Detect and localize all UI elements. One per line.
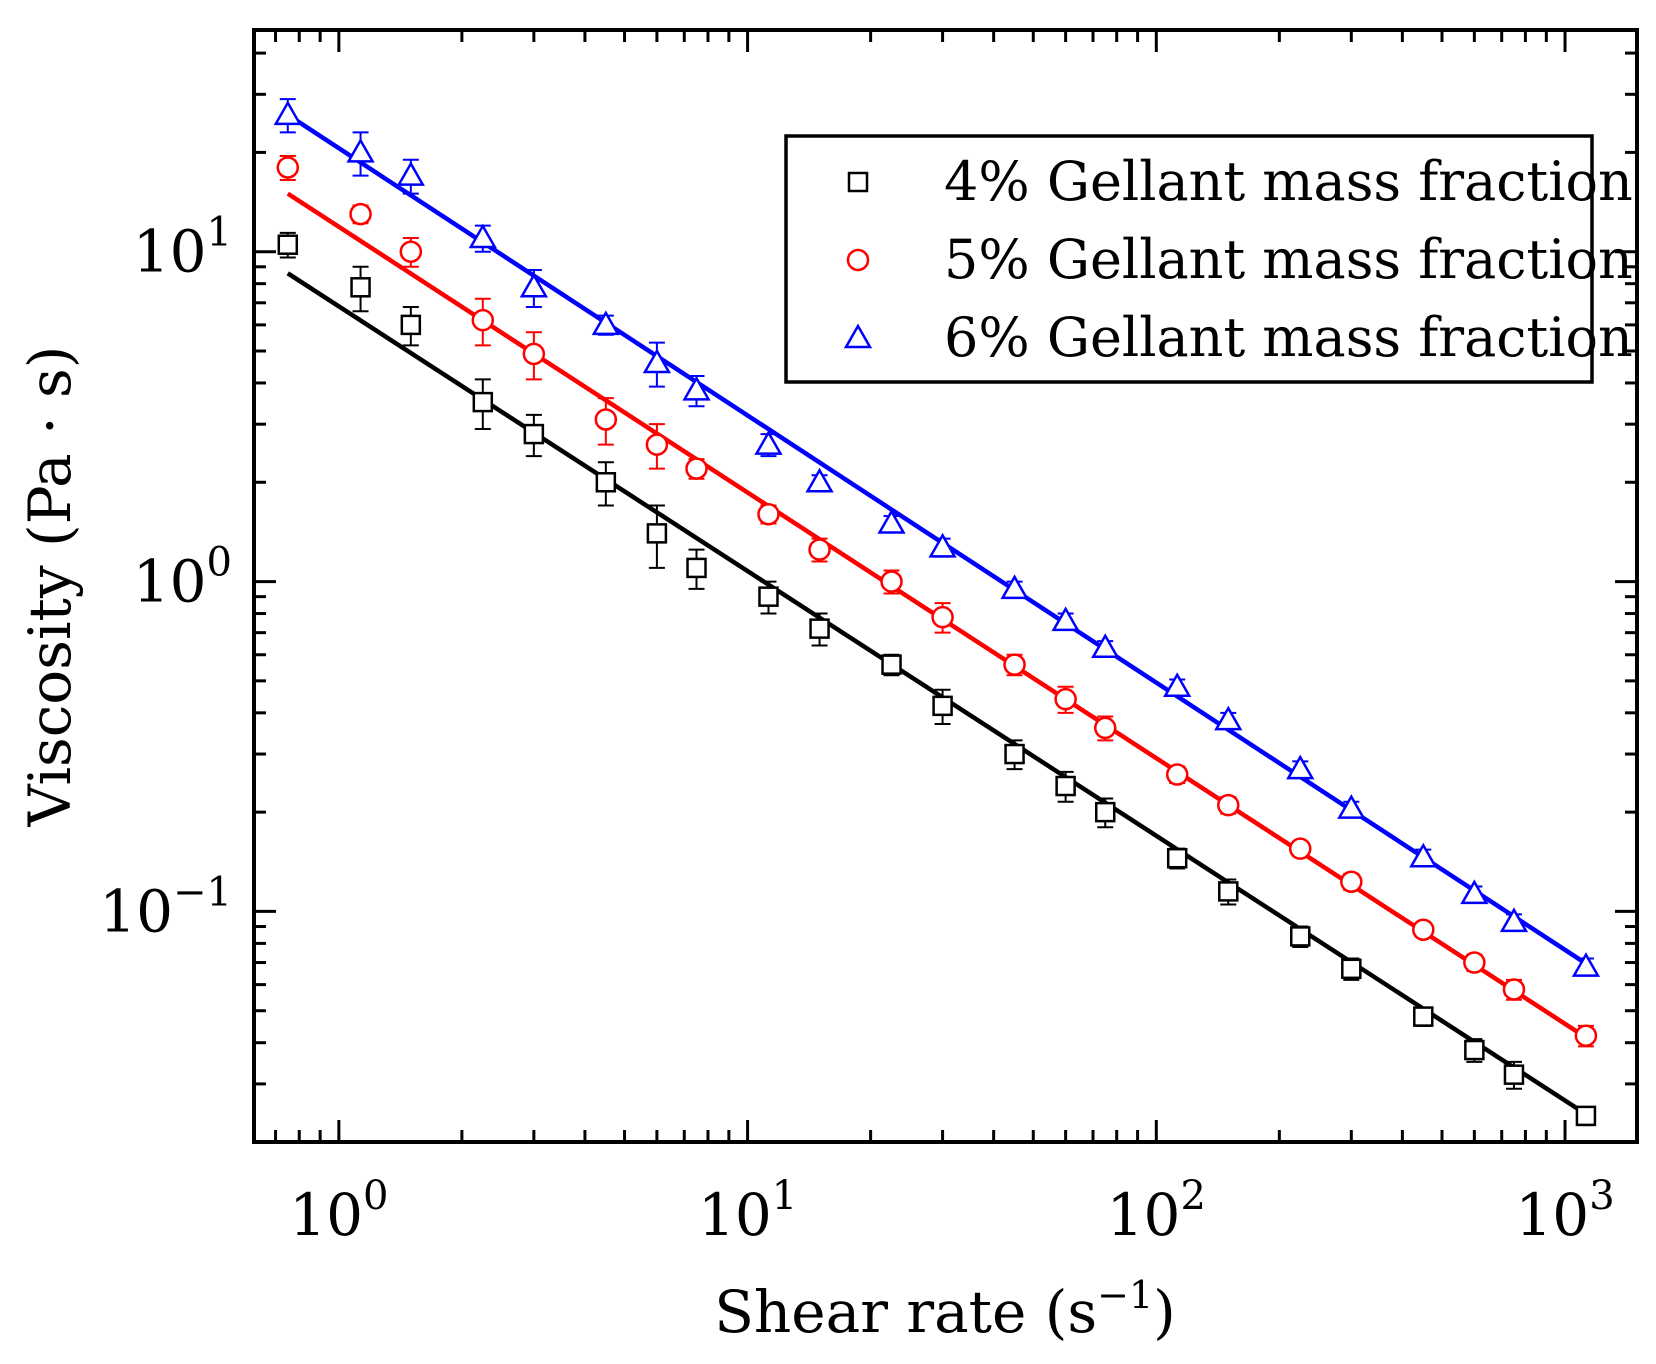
- legend-box: [784, 134, 1594, 384]
- data-point: [519, 272, 549, 298]
- data-point: [1409, 842, 1438, 868]
- data-point: [1499, 907, 1529, 933]
- x-tick-label: 102: [1107, 1173, 1206, 1249]
- data-point: [1341, 958, 1362, 980]
- data-point: [1094, 801, 1116, 823]
- data-point: [1340, 870, 1363, 894]
- data-point: [1460, 879, 1489, 905]
- x-tick-label: 103: [1515, 1173, 1614, 1249]
- data-point: [399, 240, 423, 263]
- y-tick-label: 101: [133, 210, 232, 286]
- data-point: [1091, 633, 1120, 659]
- x-tick-label: 100: [289, 1173, 388, 1249]
- data-point: [754, 430, 783, 455]
- legend-marker: [846, 248, 870, 272]
- data-point: [522, 342, 546, 366]
- data-point: [1054, 687, 1077, 711]
- data-point: [277, 234, 299, 255]
- data-point: [1571, 952, 1601, 977]
- legend-marker: [843, 323, 873, 349]
- data-point: [642, 348, 672, 374]
- data-point: [1412, 918, 1435, 941]
- data-point: [595, 472, 617, 493]
- data-point: [880, 570, 903, 593]
- data-point: [349, 202, 372, 226]
- legend-label: 6% Gellant mass fraction: [944, 306, 1633, 369]
- data-point: [928, 532, 957, 558]
- data-point: [396, 161, 425, 186]
- data-point: [1165, 763, 1189, 786]
- x-tick-label: 101: [698, 1173, 797, 1249]
- data-point: [931, 605, 954, 629]
- data-point: [471, 308, 495, 332]
- data-point: [400, 314, 422, 336]
- data-point: [591, 310, 620, 336]
- data-point: [1288, 837, 1312, 860]
- data-point: [523, 423, 545, 445]
- data-point: [685, 457, 708, 480]
- data-point: [468, 223, 497, 249]
- y-tick-label: 10−1: [99, 869, 232, 945]
- y-axis-title: Viscosity (Pa · s): [16, 346, 84, 828]
- legend-label: 5% Gellant mass fraction: [944, 228, 1633, 291]
- data-point: [1000, 574, 1029, 600]
- fit-line-4pct: [286, 271, 1588, 1116]
- data-point: [1286, 754, 1315, 780]
- data-point: [1502, 978, 1526, 1001]
- data-point: [1003, 653, 1026, 676]
- data-point: [1574, 1024, 1598, 1047]
- data-point: [881, 654, 902, 675]
- tick-labels: 100 101 102 103 10−1 100 101: [99, 210, 1614, 1249]
- data-point: [1166, 847, 1188, 869]
- data-point: [1575, 1105, 1597, 1127]
- legend-marker: [847, 171, 869, 193]
- data-point: [646, 523, 668, 544]
- data-point: [1163, 672, 1192, 697]
- data-point: [1055, 775, 1076, 797]
- data-point: [1337, 794, 1366, 819]
- data-point: [276, 156, 300, 179]
- data-point: [346, 137, 375, 163]
- plot-frame: [252, 28, 1639, 1144]
- data-point: [350, 277, 371, 298]
- y-tick-label: 100: [133, 540, 232, 616]
- data-point: [1503, 1064, 1525, 1085]
- data-point: [1464, 1039, 1485, 1061]
- data-point: [1463, 951, 1486, 974]
- data-point: [1093, 716, 1117, 740]
- data-point: [682, 375, 711, 401]
- legend-label: 4% Gellant mass fraction: [944, 150, 1633, 213]
- data-point: [273, 100, 302, 126]
- data-point: [805, 467, 834, 493]
- legend: 4% Gellant mass fraction 5% Gellant mass …: [784, 134, 1633, 384]
- data-point: [1051, 606, 1080, 632]
- data-point: [645, 433, 669, 456]
- data-point: [808, 538, 831, 561]
- data-point: [1217, 793, 1240, 817]
- x-axis-title: Shear rate (s−1): [714, 1273, 1176, 1346]
- data-point: [1214, 705, 1243, 731]
- data-point: [758, 586, 779, 607]
- data-point: [1218, 881, 1239, 902]
- data-point: [1004, 743, 1025, 765]
- data-point: [686, 557, 707, 579]
- data-points: [273, 98, 1601, 1127]
- data-point: [1289, 926, 1311, 947]
- data-point: [932, 695, 953, 717]
- data-point: [594, 408, 618, 431]
- data-point: [877, 508, 906, 534]
- data-point: [1413, 1006, 1434, 1027]
- data-point: [472, 391, 494, 413]
- data-point: [757, 502, 780, 526]
- data-point: [809, 618, 830, 639]
